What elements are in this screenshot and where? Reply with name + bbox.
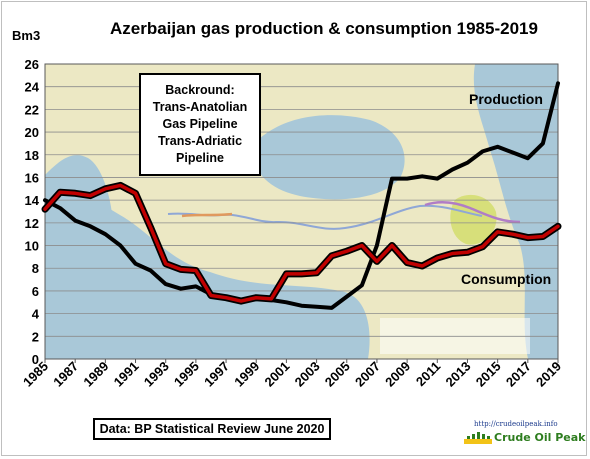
map-tap-pipeline bbox=[181, 212, 233, 218]
note-line: Backround: bbox=[165, 83, 235, 97]
y-tick-label: 6 bbox=[32, 284, 39, 299]
x-tick-label: 2009 bbox=[382, 359, 413, 390]
background-map bbox=[45, 64, 558, 359]
x-tick-label: 2003 bbox=[292, 359, 323, 390]
x-tick-label: 2007 bbox=[352, 359, 383, 390]
y-tick-label: 14 bbox=[25, 193, 40, 208]
series-layer bbox=[41, 81, 562, 310]
x-tick-label: 1985 bbox=[20, 359, 51, 390]
y-tick-label: 18 bbox=[25, 148, 39, 163]
x-tick-label: 2019 bbox=[533, 359, 564, 390]
logo-url: http://crudeoilpeak.info bbox=[474, 420, 558, 428]
x-tick-label: 1987 bbox=[50, 359, 81, 390]
x-tick-label: 2017 bbox=[503, 359, 534, 390]
y-tick-label: 16 bbox=[25, 170, 39, 185]
chart-title: Azerbaijan gas production & consumption … bbox=[110, 19, 538, 38]
x-tick-label: 1991 bbox=[111, 359, 142, 390]
x-tick-label: 2005 bbox=[322, 359, 353, 390]
note-line: Gas Pipeline bbox=[162, 117, 238, 131]
production-line bbox=[43, 81, 560, 310]
y-tick-label: 24 bbox=[25, 80, 40, 95]
x-tick-label: 1995 bbox=[171, 359, 202, 390]
map-adriatic-sea bbox=[45, 155, 112, 214]
y-tick-label: 4 bbox=[32, 307, 40, 322]
y-tick-label: 22 bbox=[25, 102, 39, 117]
y-tick-label: 26 bbox=[25, 57, 39, 72]
consumption-line bbox=[43, 183, 560, 303]
map-mediterranean-sea bbox=[45, 175, 370, 359]
y-tick-label: 12 bbox=[25, 216, 39, 231]
note-line: Trans-Anatolian bbox=[152, 100, 248, 114]
x-tick-label: 1999 bbox=[231, 359, 262, 390]
y-tick-label: 2 bbox=[32, 329, 39, 344]
x-tick-label: 2011 bbox=[413, 359, 444, 390]
y-tick-label: 0 bbox=[32, 352, 39, 367]
source-note: Data: BP Statistical Review June 2020 bbox=[93, 418, 331, 440]
pipeline-note-box: Backround: Trans-Anatolian Gas Pipeline … bbox=[139, 73, 261, 176]
x-tick-label: 2001 bbox=[261, 359, 292, 390]
oil-peak-icon bbox=[464, 432, 492, 444]
map-azerbaijan bbox=[450, 194, 497, 245]
x-tick-label: 1993 bbox=[141, 359, 172, 390]
production-series-label: Production bbox=[469, 91, 543, 107]
map-caspian-sea bbox=[473, 64, 558, 359]
note-line: Trans-Adriatic bbox=[157, 134, 243, 148]
y-tick-label: 20 bbox=[25, 125, 39, 140]
consumption-series-label: Consumption bbox=[461, 271, 552, 287]
x-tick-label: 2015 bbox=[473, 359, 504, 390]
note-line: Pipeline bbox=[176, 151, 224, 165]
x-tick-label: 2013 bbox=[443, 359, 474, 390]
y-axis-unit: Bm3 bbox=[12, 28, 41, 43]
map-scp-pipeline bbox=[424, 200, 521, 224]
y-tick-label: 8 bbox=[32, 261, 39, 276]
x-tick-label: 1989 bbox=[80, 359, 111, 390]
logo-name: Crude Oil Peak bbox=[494, 431, 586, 444]
crude-oil-peak-logo: http://crudeoilpeak.info Crude Oil Peak bbox=[460, 420, 585, 446]
y-tick-label: 10 bbox=[25, 239, 39, 254]
map-black-sea bbox=[254, 115, 405, 200]
x-tick-label: 1997 bbox=[201, 359, 232, 390]
